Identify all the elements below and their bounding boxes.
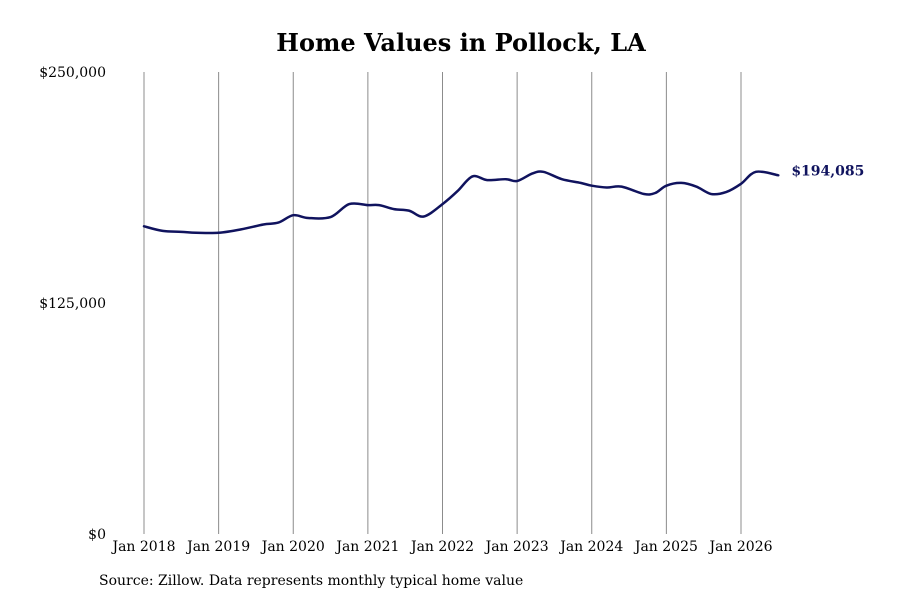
x-tick-label: Jan 2021	[334, 539, 399, 555]
x-tick-label: Jan 2023	[484, 539, 549, 555]
x-tick-label: Jan 2024	[558, 539, 623, 555]
x-tick-label: Jan 2022	[409, 539, 474, 555]
x-tick-label: Jan 2025	[633, 539, 698, 555]
y-tick-label: $250,000	[39, 65, 106, 81]
x-tick-label: Jan 2019	[185, 539, 250, 555]
y-axis-ticks: $0 $125,000 $250,000	[39, 65, 106, 543]
home-value-line	[142, 170, 780, 235]
x-axis-ticks: Jan 2018 Jan 2019 Jan 2020 Jan 2021 Jan 2022…	[110, 539, 772, 555]
x-tick-label: Jan 2026	[707, 539, 772, 555]
latest-value-label: $194,085	[791, 163, 864, 179]
x-tick-label: Jan 2018	[110, 539, 175, 555]
x-tick-label: Jan 2020	[260, 539, 325, 555]
y-tick-label: $0	[88, 527, 106, 543]
gridlines	[143, 72, 742, 534]
chart-title: Home Values in Pollock, LA	[276, 28, 646, 57]
source-caption: Source: Zillow. Data represents monthly …	[99, 573, 524, 589]
y-tick-label: $125,000	[39, 296, 106, 312]
